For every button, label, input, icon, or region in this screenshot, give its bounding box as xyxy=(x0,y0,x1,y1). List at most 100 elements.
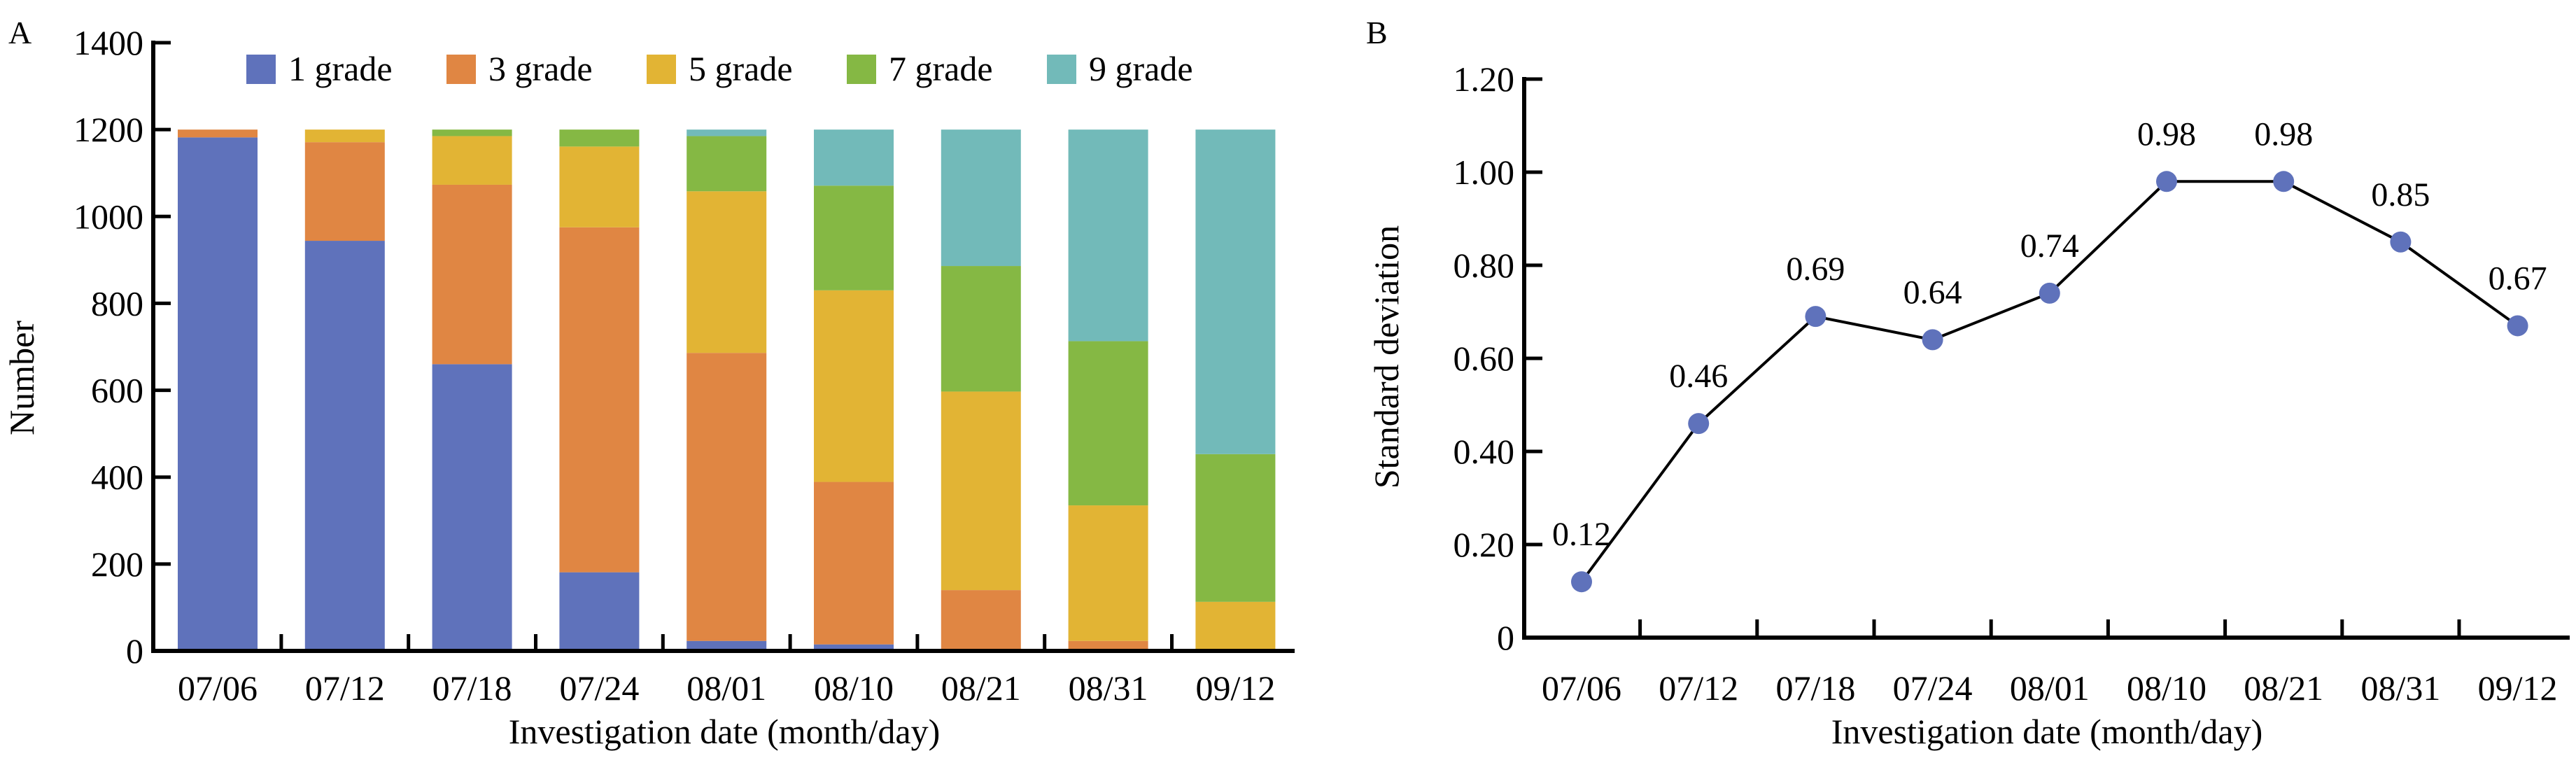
y-tick-label: 400 xyxy=(91,458,143,497)
bar-segment-08-21-7-grade xyxy=(941,266,1021,392)
data-label: 0.12 xyxy=(1552,516,1611,553)
legend-label: 1 grade xyxy=(288,49,393,88)
data-label: 0.46 xyxy=(1669,358,1728,395)
y-tick-label: 1.00 xyxy=(1454,153,1515,192)
panel-a-y-axis-title: Number xyxy=(2,321,41,435)
bar-segment-07-18-7-grade xyxy=(432,129,512,136)
legend-label: 9 grade xyxy=(1089,49,1193,88)
x-tick-label: 07/06 xyxy=(178,668,258,708)
bar-segment-08-10-3-grade xyxy=(814,482,894,645)
bar-segment-08-10-5-grade xyxy=(814,290,894,482)
data-point xyxy=(1688,413,1710,435)
legend-label: 3 grade xyxy=(488,49,593,88)
bar-segment-07-12-3-grade xyxy=(304,142,385,241)
y-tick-label: 0.20 xyxy=(1454,525,1515,564)
panel-b-line-chart: B Standard deviation Investigation date … xyxy=(1366,15,2570,751)
data-label: 0.98 xyxy=(2137,115,2196,153)
data-point xyxy=(2039,282,2060,304)
x-tick-label: 07/12 xyxy=(305,668,385,708)
y-tick-label: 1000 xyxy=(73,197,143,236)
panel-b-y-axis-title: Standard deviation xyxy=(1367,225,1406,489)
bar-segment-07-06-3-grade xyxy=(178,129,258,138)
x-tick-label: 08/31 xyxy=(1069,668,1148,708)
data-point xyxy=(1805,306,1827,328)
bar-segment-07-12-1-grade xyxy=(304,241,385,651)
bar-segment-07-18-3-grade xyxy=(432,184,512,365)
bar-segment-08-21-5-grade xyxy=(941,391,1021,591)
data-label: 0.85 xyxy=(2371,176,2430,213)
data-label: 0.67 xyxy=(2489,260,2547,297)
data-point xyxy=(2390,231,2412,253)
data-label: 0.98 xyxy=(2254,115,2313,153)
bar-segment-07-24-1-grade xyxy=(559,572,640,651)
x-tick-label: 07/24 xyxy=(559,668,639,708)
bar-segment-08-31-9-grade xyxy=(1068,129,1148,342)
bar-segment-08-31-3-grade xyxy=(1068,640,1148,651)
legend-label: 5 grade xyxy=(689,49,793,88)
data-label: 0.74 xyxy=(2020,227,2079,265)
bar-segment-07-18-5-grade xyxy=(432,136,512,185)
legend-swatch-1-grade xyxy=(246,55,276,84)
bar-segment-09-12-5-grade xyxy=(1195,601,1276,651)
x-tick-label: 07/24 xyxy=(1893,668,1973,708)
panel-b-axes: 0 0.20 0.40 0.60 0.80 1.00 1.20 07/06 07/12 07/18… xyxy=(1454,59,2570,708)
bar-segment-08-01-5-grade xyxy=(687,191,767,353)
bar-segment-08-31-7-grade xyxy=(1068,341,1148,506)
x-tick-label: 08/10 xyxy=(814,668,894,708)
bar-segment-09-12-9-grade xyxy=(1195,129,1276,454)
legend-swatch-7-grade xyxy=(847,55,876,84)
x-tick-label: 07/18 xyxy=(1775,668,1855,708)
data-point xyxy=(2507,315,2528,337)
panel-a-label: A xyxy=(8,15,31,50)
y-tick-label: 800 xyxy=(91,283,143,323)
bar-segment-08-10-1-grade xyxy=(814,644,894,651)
bar-segment-08-10-7-grade xyxy=(814,185,894,290)
panel-b-x-axis-title: Investigation date (month/day) xyxy=(1831,712,2263,751)
y-tick-label: 200 xyxy=(91,545,143,584)
bar-segment-07-18-1-grade xyxy=(432,364,512,651)
panel-b-series: 0.12 0.46 0.69 0.64 0.74 0.98 0.98 0.85 0.67 xyxy=(1552,115,2547,593)
data-point xyxy=(2156,171,2177,192)
y-tick-label: 1400 xyxy=(73,23,143,62)
legend-swatch-5-grade xyxy=(647,55,676,84)
panel-a-x-axis-title: Investigation date (month/day) xyxy=(509,712,941,751)
y-tick-label: 0.40 xyxy=(1454,432,1515,471)
y-tick-label: 0 xyxy=(1497,618,1514,657)
bar-segment-08-21-9-grade xyxy=(941,129,1021,267)
data-label: 0.64 xyxy=(1903,274,1962,311)
x-tick-label: 09/12 xyxy=(1195,668,1275,708)
x-tick-label: 08/21 xyxy=(941,668,1021,708)
bar-segment-07-06-1-grade xyxy=(178,137,258,651)
bar-segment-08-01-7-grade xyxy=(687,136,767,192)
x-tick-label: 08/10 xyxy=(2127,668,2207,708)
y-tick-label: 0.60 xyxy=(1454,339,1515,378)
data-point xyxy=(1571,571,1592,593)
panel-a-axes: 07/06 07/12 07/18 07/24 08/01 08/10 08/21 08/31… xyxy=(73,23,1295,708)
y-tick-label: 0 xyxy=(126,631,143,671)
y-tick-label: 0.80 xyxy=(1454,246,1515,285)
legend-label: 7 grade xyxy=(889,49,993,88)
panel-a-bars xyxy=(178,129,1276,651)
x-tick-label: 07/06 xyxy=(1542,668,1621,708)
x-tick-label: 07/18 xyxy=(432,668,512,708)
y-tick-label: 1.20 xyxy=(1454,59,1515,99)
bar-segment-07-24-3-grade xyxy=(559,227,640,573)
x-tick-label: 09/12 xyxy=(2478,668,2558,708)
panel-b-label: B xyxy=(1366,15,1388,50)
legend-swatch-9-grade xyxy=(1047,55,1076,84)
data-point xyxy=(1922,329,1943,351)
x-tick-label: 08/01 xyxy=(2010,668,2090,708)
bar-segment-08-10-9-grade xyxy=(814,129,894,186)
bar-segment-08-21-3-grade xyxy=(941,590,1021,651)
x-tick-label: 08/31 xyxy=(2360,668,2440,708)
bar-segment-07-12-5-grade xyxy=(304,129,385,143)
panel-a-legend: 1 grade 3 grade 5 grade 7 grade 9 grade xyxy=(246,49,1193,88)
data-point xyxy=(2273,171,2295,192)
bar-segment-08-01-3-grade xyxy=(687,353,767,641)
x-tick-label: 07/12 xyxy=(1659,668,1738,708)
y-tick-label: 1200 xyxy=(73,110,143,149)
panel-a-stacked-bar-chart: A Number Investigation date (month/day) … xyxy=(2,15,1295,751)
bar-segment-08-01-9-grade xyxy=(687,129,767,136)
y-tick-label: 600 xyxy=(91,371,143,410)
x-tick-label: 08/21 xyxy=(2244,668,2323,708)
